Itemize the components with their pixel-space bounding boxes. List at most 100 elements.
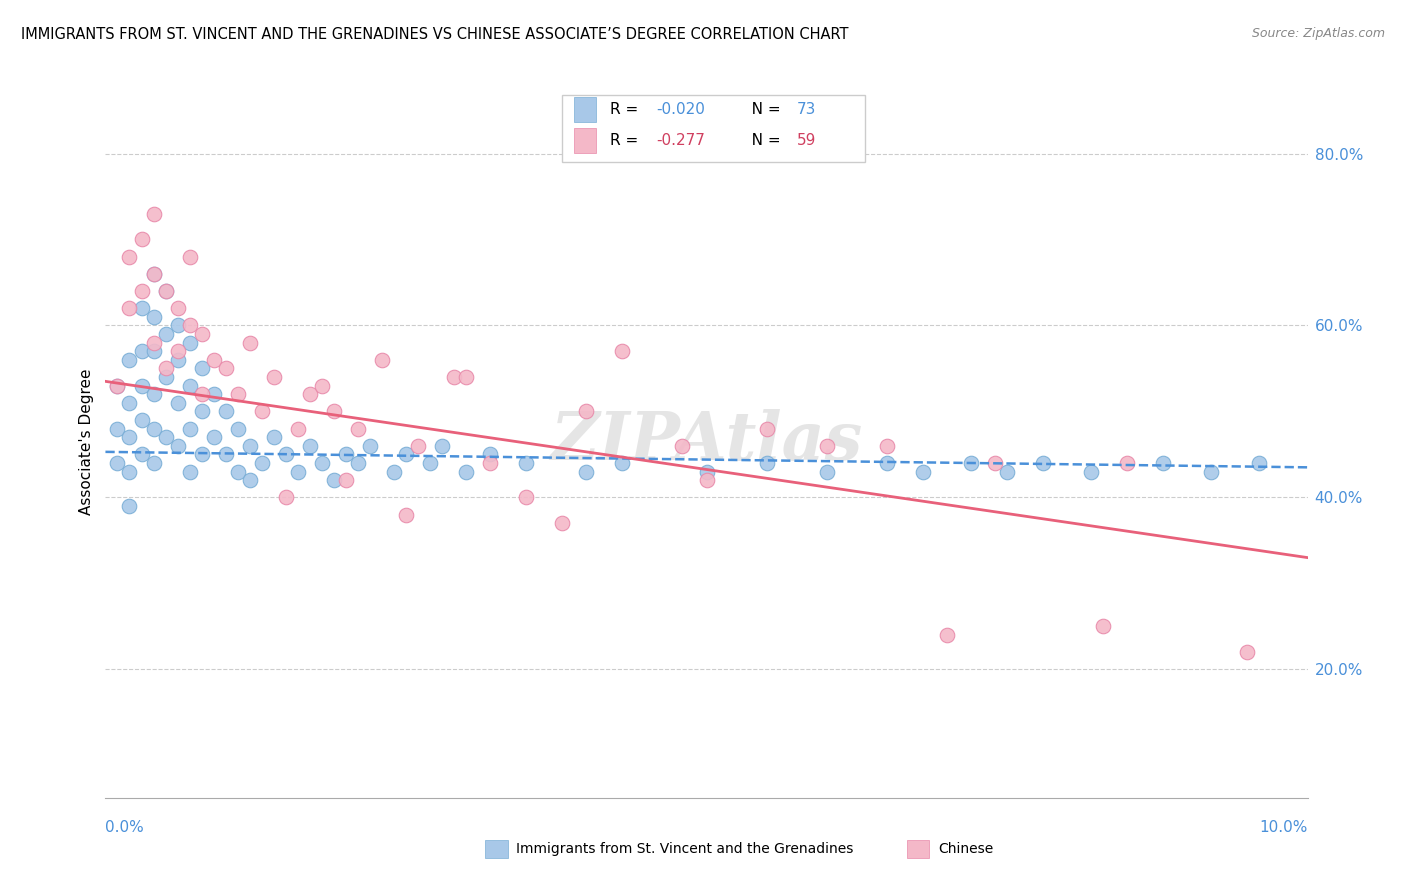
- Point: [142, 335, 165, 350]
- Point: [671, 439, 693, 453]
- Text: N =: N =: [737, 103, 785, 117]
- Point: [430, 439, 453, 453]
- Text: Immigrants from St. Vincent and the Grenadines: Immigrants from St. Vincent and the Gren…: [516, 842, 853, 856]
- Point: [142, 422, 165, 436]
- Point: [179, 335, 201, 350]
- Point: [166, 344, 188, 359]
- Point: [107, 378, 129, 392]
- Text: 0.0%: 0.0%: [105, 821, 145, 835]
- Point: [612, 456, 634, 470]
- Point: [395, 447, 418, 461]
- Point: [479, 447, 502, 461]
- Point: [311, 456, 333, 470]
- Text: 10.0%: 10.0%: [1260, 821, 1308, 835]
- Point: [612, 344, 634, 359]
- Text: R =: R =: [610, 133, 643, 147]
- Point: [274, 447, 297, 461]
- Point: [239, 439, 262, 453]
- Point: [226, 465, 249, 479]
- Text: -0.020: -0.020: [657, 103, 706, 117]
- Text: Chinese: Chinese: [938, 842, 993, 856]
- Text: R =: R =: [610, 103, 643, 117]
- Point: [263, 430, 285, 444]
- Point: [755, 422, 778, 436]
- Point: [179, 250, 201, 264]
- Point: [179, 318, 201, 333]
- Point: [190, 404, 212, 418]
- Point: [1116, 456, 1139, 470]
- Point: [287, 465, 309, 479]
- Point: [118, 352, 141, 367]
- Point: [226, 387, 249, 401]
- Point: [911, 465, 934, 479]
- Point: [419, 456, 441, 470]
- Text: 73: 73: [797, 103, 817, 117]
- Y-axis label: Associate's Degree: Associate's Degree: [79, 368, 94, 515]
- Point: [179, 422, 201, 436]
- Point: [131, 447, 153, 461]
- Point: [166, 318, 188, 333]
- Point: [166, 439, 188, 453]
- Point: [382, 465, 405, 479]
- Point: [250, 456, 273, 470]
- Point: [454, 465, 477, 479]
- Text: IMMIGRANTS FROM ST. VINCENT AND THE GRENADINES VS CHINESE ASSOCIATE’S DEGREE COR: IMMIGRANTS FROM ST. VINCENT AND THE GREN…: [21, 27, 849, 42]
- Point: [118, 465, 141, 479]
- Point: [142, 267, 165, 281]
- Point: [131, 413, 153, 427]
- Point: [322, 404, 344, 418]
- Point: [155, 284, 177, 298]
- Point: [1249, 456, 1271, 470]
- Point: [298, 387, 321, 401]
- Point: [1032, 456, 1054, 470]
- Point: [214, 404, 236, 418]
- Point: [202, 387, 225, 401]
- Point: [479, 456, 502, 470]
- Point: [118, 396, 141, 410]
- Point: [335, 473, 357, 487]
- Point: [359, 439, 381, 453]
- Point: [1201, 465, 1223, 479]
- Point: [347, 456, 370, 470]
- Point: [142, 310, 165, 324]
- Point: [118, 250, 141, 264]
- Point: [202, 352, 225, 367]
- Point: [190, 387, 212, 401]
- Point: [118, 301, 141, 316]
- Point: [118, 499, 141, 513]
- Point: [107, 378, 129, 392]
- Point: [155, 361, 177, 376]
- Point: [142, 344, 165, 359]
- Point: [696, 465, 718, 479]
- Point: [815, 465, 838, 479]
- Point: [131, 284, 153, 298]
- Text: N =: N =: [737, 133, 785, 147]
- Point: [1152, 456, 1174, 470]
- Point: [166, 301, 188, 316]
- Text: -0.277: -0.277: [657, 133, 706, 147]
- Point: [995, 465, 1018, 479]
- Point: [755, 456, 778, 470]
- Point: [190, 447, 212, 461]
- Point: [335, 447, 357, 461]
- Point: [551, 516, 574, 531]
- Point: [1236, 645, 1258, 659]
- Point: [1080, 465, 1102, 479]
- Point: [311, 378, 333, 392]
- Text: 59: 59: [797, 133, 817, 147]
- Point: [107, 422, 129, 436]
- Point: [347, 422, 370, 436]
- Point: [454, 370, 477, 384]
- Point: [155, 284, 177, 298]
- Point: [131, 232, 153, 246]
- Point: [142, 267, 165, 281]
- Point: [876, 456, 898, 470]
- Point: [298, 439, 321, 453]
- Point: [274, 491, 297, 505]
- Point: [250, 404, 273, 418]
- Point: [179, 378, 201, 392]
- Point: [118, 430, 141, 444]
- Point: [166, 396, 188, 410]
- Point: [960, 456, 983, 470]
- Point: [155, 430, 177, 444]
